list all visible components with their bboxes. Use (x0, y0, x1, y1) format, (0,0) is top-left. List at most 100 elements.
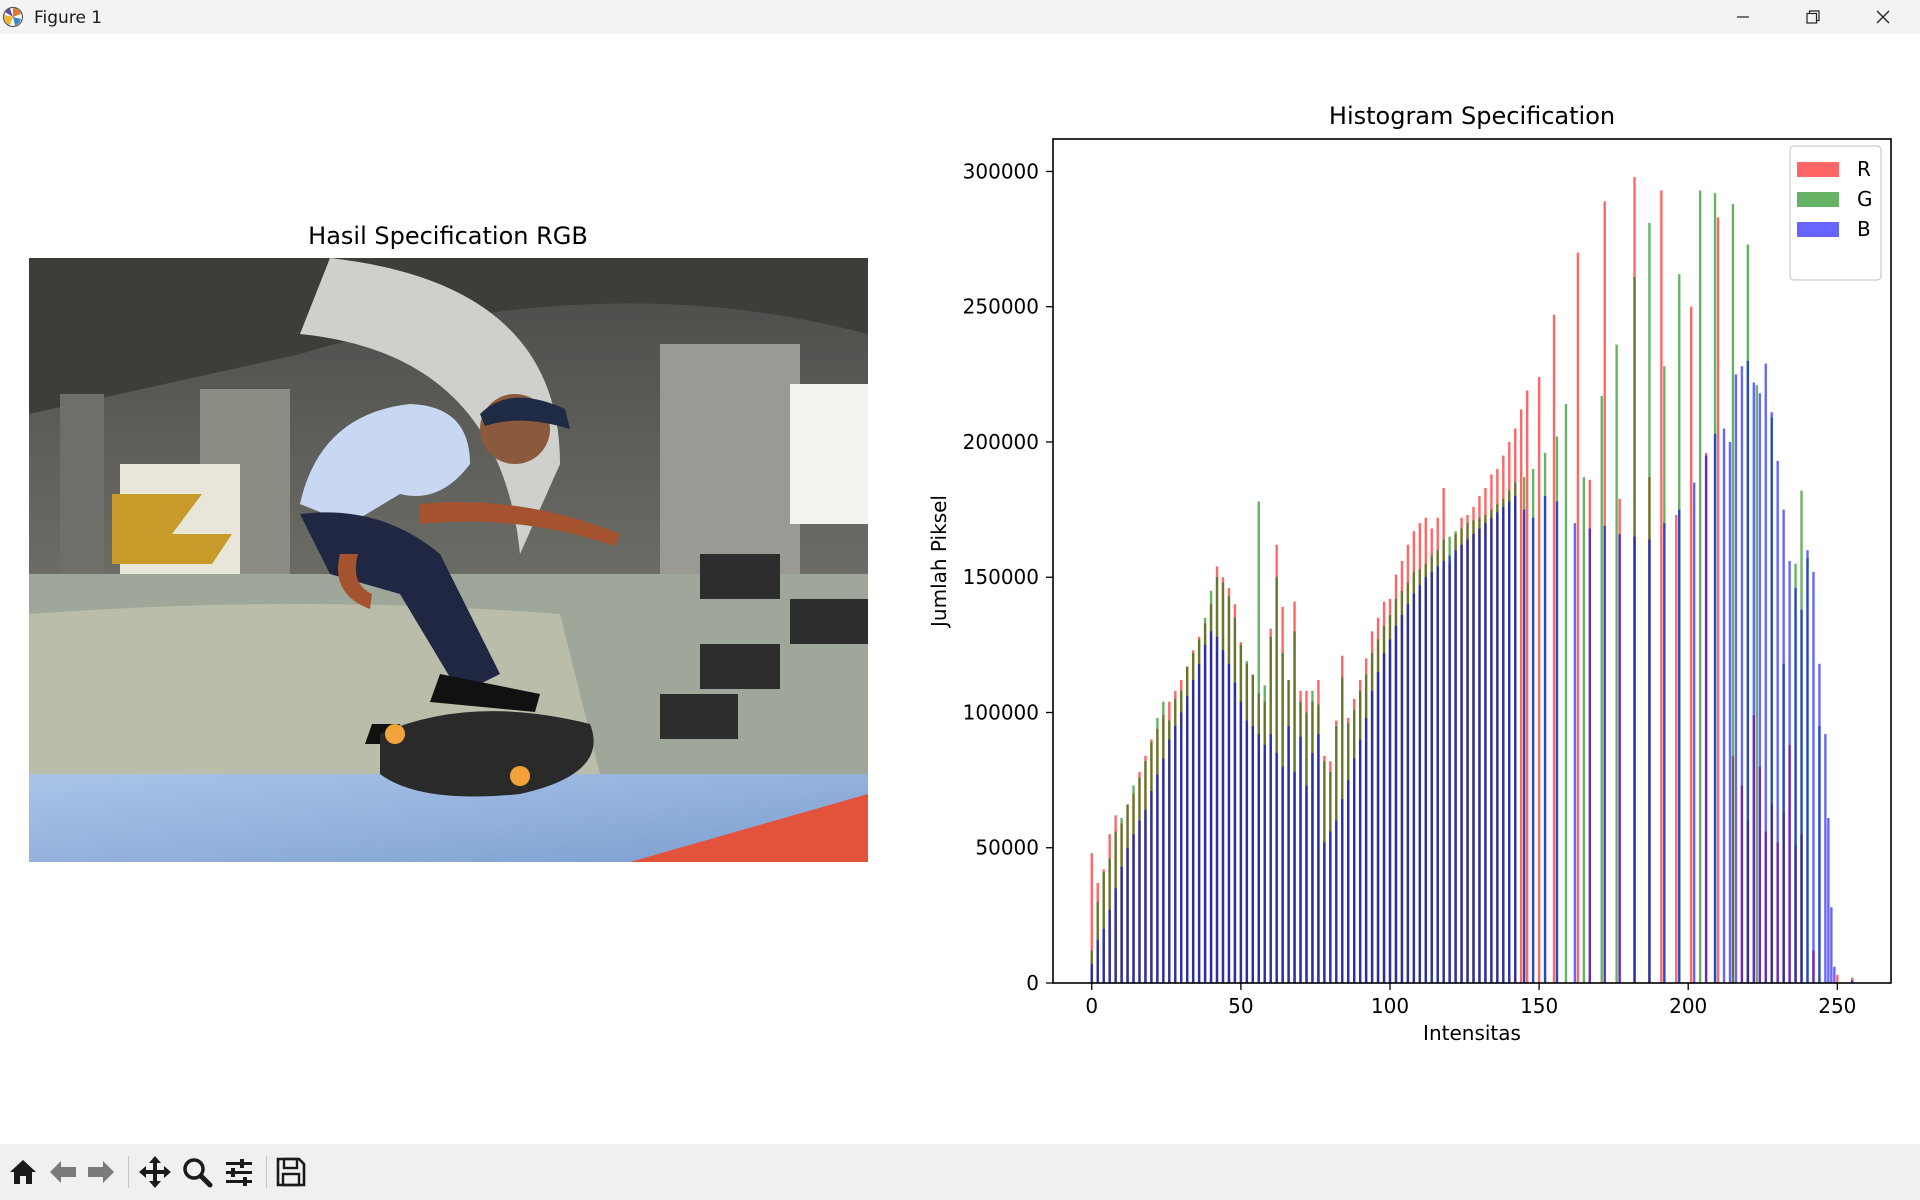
bar-b-110 (1418, 585, 1422, 983)
bar-b-216 (1734, 374, 1738, 983)
bar-b-136 (1496, 512, 1499, 983)
bar-b-172 (1603, 525, 1606, 983)
minimize-button[interactable] (1708, 0, 1778, 34)
bar-b-234 (1788, 561, 1791, 983)
x-axis-label: Intensitas (1423, 1021, 1521, 1045)
pan-icon (139, 1156, 171, 1188)
bar-b-24 (1162, 758, 1165, 983)
legend-swatch-b (1797, 222, 1839, 237)
bar-b-222 (1752, 382, 1756, 983)
bar-b-12 (1126, 847, 1129, 983)
bar-b-124 (1460, 544, 1463, 983)
y-tick-label: 150000 (963, 565, 1039, 589)
zoom-button[interactable] (178, 1152, 216, 1192)
home-icon (10, 1160, 36, 1184)
bar-g-204 (1698, 190, 1702, 983)
plot-frame (1052, 138, 1892, 984)
back-button[interactable] (44, 1152, 82, 1192)
legend: R G B (1789, 145, 1882, 281)
bar-b-50 (1239, 701, 1243, 983)
bar-r-144 (1520, 409, 1523, 983)
bar-b-98 (1382, 652, 1386, 983)
y-axis-label: Jumlah Piksel (927, 495, 951, 629)
bar-r-150 (1537, 377, 1541, 983)
home-button[interactable] (4, 1152, 42, 1192)
forward-button[interactable] (82, 1152, 120, 1192)
x-tick-label: 0 (1085, 994, 1098, 1018)
bar-b-2 (1096, 939, 1099, 983)
bar-b-64 (1281, 766, 1284, 983)
bar-b-197 (1678, 509, 1681, 983)
pan-button[interactable] (136, 1152, 174, 1192)
bar-b-20 (1150, 790, 1153, 983)
bar-r-210 (1716, 217, 1720, 983)
save-button[interactable] (272, 1152, 310, 1192)
bar-b-202 (1692, 482, 1696, 983)
bar-b-62 (1275, 753, 1278, 983)
bar-g-171 (1600, 395, 1603, 983)
bar-b-167 (1588, 528, 1591, 983)
bar-b-148 (1531, 517, 1535, 983)
bar-b-114 (1430, 571, 1433, 983)
histogram-bars (1090, 176, 1854, 984)
toolbar-separator (128, 1156, 129, 1188)
skateboarder-photo (29, 258, 868, 862)
bar-b-30 (1180, 712, 1183, 983)
bar-b-242 (1812, 571, 1815, 983)
configure-subplots-button[interactable] (220, 1152, 258, 1192)
bar-b-120 (1448, 555, 1451, 983)
save-icon (276, 1157, 306, 1187)
figure-canvas[interactable]: Hasil Specification RGB (0, 34, 1920, 1144)
bar-b-248 (1830, 907, 1833, 983)
bar-b-8 (1114, 888, 1117, 983)
configure-subplots-icon (226, 1159, 252, 1186)
bar-b-74 (1311, 753, 1314, 983)
legend-label-b: B (1857, 217, 1871, 241)
bar-r-146 (1525, 390, 1529, 984)
zoom-icon (183, 1158, 213, 1188)
bar-r-163 (1576, 252, 1580, 984)
bar-b-240 (1806, 550, 1809, 983)
bar-g-176 (1615, 344, 1618, 984)
bar-b-112 (1424, 577, 1427, 983)
bar-b-52 (1245, 720, 1249, 983)
bar-b-209 (1713, 433, 1717, 983)
restore-button[interactable] (1778, 0, 1848, 34)
bar-b-206 (1704, 455, 1708, 983)
bar-b-232 (1782, 509, 1785, 983)
y-axis-ticks: 0 50000 100000 150000 200000 250000 300000 (963, 159, 1053, 995)
bar-b-66 (1287, 726, 1290, 983)
bar-b-76 (1317, 734, 1320, 983)
bar-b-94 (1370, 690, 1374, 983)
bar-b-78 (1323, 842, 1326, 983)
bar-b-34 (1191, 680, 1195, 983)
histogram-chart[interactable]: 0 50 100 150 200 250 0 50000 100000 150000 200000… (927, 102, 1892, 1045)
bar-b-142 (1514, 496, 1517, 983)
bar-g-215 (1731, 203, 1735, 983)
y-tick-label: 250000 (963, 295, 1039, 319)
bar-b-88 (1353, 758, 1356, 983)
close-button[interactable] (1848, 0, 1918, 34)
y-tick-label: 300000 (963, 159, 1039, 183)
x-tick-label: 200 (1669, 994, 1707, 1018)
x-tick-label: 250 (1818, 994, 1856, 1018)
legend-box (1789, 145, 1882, 281)
bar-r-250 (1836, 974, 1839, 983)
bar-b-18 (1144, 809, 1147, 983)
bar-b-162 (1573, 523, 1577, 983)
bar-b-68 (1293, 772, 1296, 983)
y-tick-label: 50000 (975, 836, 1039, 860)
bar-r-191 (1660, 190, 1663, 983)
bar-b-36 (1197, 663, 1201, 983)
bar-r-155 (1552, 314, 1556, 983)
bar-b-224 (1758, 393, 1761, 983)
bar-b-247 (1827, 817, 1830, 983)
bar-b-32 (1186, 696, 1189, 983)
bar-b-134 (1490, 517, 1493, 983)
bar-b-118 (1442, 561, 1445, 983)
bar-b-126 (1466, 539, 1469, 983)
bar-b-145 (1522, 509, 1526, 983)
bar-b-42 (1215, 636, 1219, 983)
bar-b-92 (1364, 717, 1368, 983)
bar-b-228 (1770, 412, 1773, 983)
